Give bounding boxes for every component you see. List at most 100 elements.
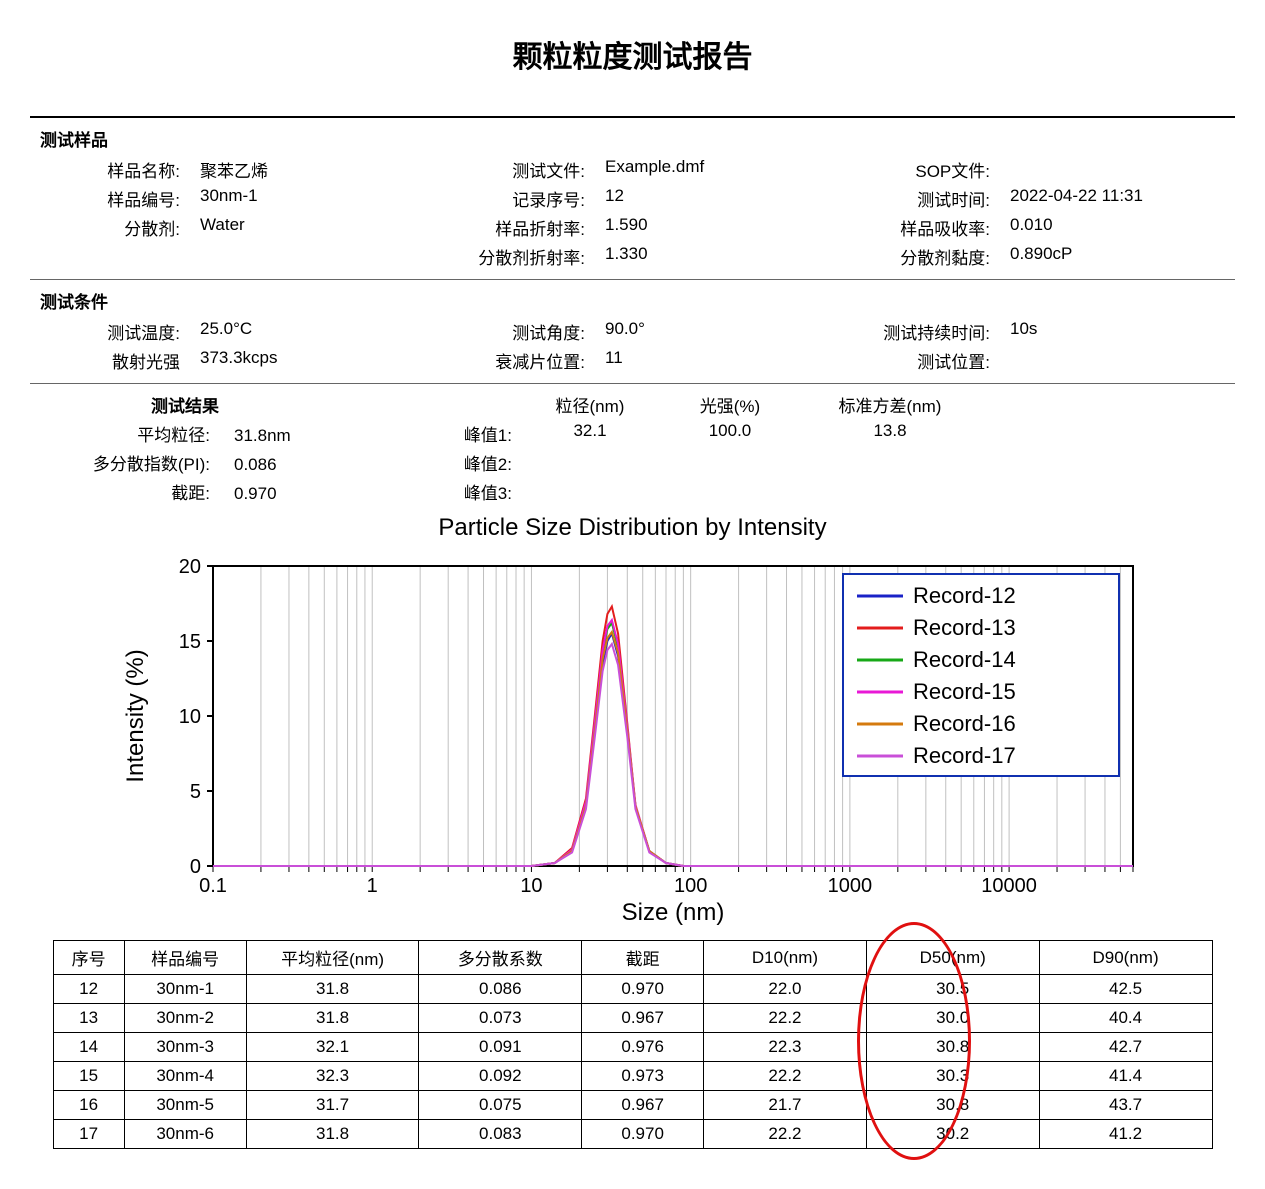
cell: 40.4 (1039, 1004, 1212, 1033)
col-header: 平均粒径(nm) (246, 941, 419, 975)
conditions-meta: 测试温度:25.0°C 测试角度:90.0° 测试持续时间:10s 散射光强37… (30, 317, 1235, 383)
val (1010, 157, 1235, 182)
results-row: 平均粒径:31.8nm 峰值1: 32.1 100.0 13.8 (30, 419, 1235, 448)
col-header: D10(nm) (704, 941, 867, 975)
val: 32.1 (520, 421, 660, 446)
svg-text:Record-15: Record-15 (913, 679, 1016, 704)
svg-text:100: 100 (673, 875, 706, 897)
chart: Particle Size Distribution by Intensity … (30, 514, 1235, 926)
col-header: 序号 (53, 941, 124, 975)
table-row: 1230nm-131.80.0860.97022.030.542.5 (53, 975, 1212, 1004)
col-header: 多分散系数 (419, 941, 582, 975)
svg-text:Record-17: Record-17 (913, 743, 1016, 768)
cell: 30.3 (866, 1062, 1039, 1091)
col-header: 样品编号 (124, 941, 246, 975)
val: 100.0 (660, 421, 800, 446)
cell: 42.7 (1039, 1033, 1212, 1062)
cell: 32.3 (246, 1062, 419, 1091)
section-results: 测试结果 (30, 392, 330, 417)
val: 25.0°C (200, 319, 425, 344)
svg-text:10: 10 (178, 706, 200, 728)
lbl: 测试文件: (435, 157, 605, 182)
val (1010, 348, 1235, 373)
svg-text:Record-13: Record-13 (913, 615, 1016, 640)
val: 10s (1010, 319, 1235, 344)
cell: 30nm-6 (124, 1120, 246, 1149)
val: Water (200, 215, 425, 240)
cell: 31.7 (246, 1091, 419, 1120)
cell: 13 (53, 1004, 124, 1033)
cell: 0.970 (582, 1120, 704, 1149)
lbl: 分散剂黏度: (840, 244, 1010, 269)
val: 0.970 (234, 484, 277, 503)
svg-text:15: 15 (178, 631, 200, 653)
cell: 0.083 (419, 1120, 582, 1149)
table-row: 1430nm-332.10.0910.97622.330.842.7 (53, 1033, 1212, 1062)
cell: 0.970 (582, 975, 704, 1004)
val: Example.dmf (605, 157, 830, 182)
cell: 30.2 (866, 1120, 1039, 1149)
svg-text:Record-12: Record-12 (913, 583, 1016, 608)
val (200, 244, 425, 269)
val: 11 (605, 348, 830, 373)
cell: 30.8 (866, 1033, 1039, 1062)
col: 标准方差(nm) (800, 392, 980, 417)
results-header: 测试结果 粒径(nm) 光强(%) 标准方差(nm) (30, 384, 1235, 419)
section-conditions: 测试条件 (30, 280, 1235, 317)
table-row: 1530nm-432.30.0920.97322.230.341.4 (53, 1062, 1212, 1091)
lbl: 样品吸收率: (840, 215, 1010, 240)
svg-text:20: 20 (178, 556, 200, 578)
cell: 0.092 (419, 1062, 582, 1091)
svg-text:5: 5 (189, 781, 200, 803)
svg-text:Record-14: Record-14 (913, 647, 1016, 672)
col-header: D90(nm) (1039, 941, 1212, 975)
svg-text:10000: 10000 (981, 875, 1037, 897)
report-title: 颗粒粒度测试报告 (30, 32, 1235, 76)
cell: 0.091 (419, 1033, 582, 1062)
cell: 0.973 (582, 1062, 704, 1091)
lbl: 分散剂: (30, 215, 200, 240)
lbl: 峰值2: (330, 450, 520, 475)
col-header: 截距 (582, 941, 704, 975)
cell: 0.967 (582, 1091, 704, 1120)
cell: 30.0 (866, 1004, 1039, 1033)
table-row: 1730nm-631.80.0830.97022.230.241.2 (53, 1120, 1212, 1149)
lbl: 散射光强 (30, 348, 200, 373)
cell: 31.8 (246, 1004, 419, 1033)
val: 1.330 (605, 244, 830, 269)
cell: 30nm-2 (124, 1004, 246, 1033)
table-wrap: 序号样品编号平均粒径(nm)多分散系数截距D10(nm)D50(nm)D90(n… (30, 940, 1235, 1149)
lbl: 测试温度: (30, 319, 200, 344)
cell: 22.2 (704, 1120, 867, 1149)
lbl: 测试位置: (840, 348, 1010, 373)
cell: 30.8 (866, 1091, 1039, 1120)
cell: 0.075 (419, 1091, 582, 1120)
val: 31.8nm (234, 426, 291, 445)
val: 30nm-1 (200, 186, 425, 211)
lbl: 样品折射率: (435, 215, 605, 240)
lbl: 截距: (30, 479, 234, 504)
cell: 22.2 (704, 1004, 867, 1033)
lbl: 平均粒径: (30, 421, 234, 446)
cell: 30nm-4 (124, 1062, 246, 1091)
cell: 0.967 (582, 1004, 704, 1033)
cell: 0.976 (582, 1033, 704, 1062)
cell: 31.8 (246, 975, 419, 1004)
cell: 0.073 (419, 1004, 582, 1033)
cell: 41.4 (1039, 1062, 1212, 1091)
val: 1.590 (605, 215, 830, 240)
cell: 16 (53, 1091, 124, 1120)
lbl: SOP文件: (840, 157, 1010, 182)
lbl: 峰值1: (330, 421, 520, 446)
cell: 43.7 (1039, 1091, 1212, 1120)
lbl: 测试持续时间: (840, 319, 1010, 344)
val: 0.890cP (1010, 244, 1235, 269)
chart-svg: 051015200.1110100100010000Size (nm)Inten… (103, 546, 1163, 926)
table-row: 1630nm-531.70.0750.96721.730.843.7 (53, 1091, 1212, 1120)
lbl: 峰值3: (330, 479, 520, 504)
cell: 12 (53, 975, 124, 1004)
cell: 30nm-1 (124, 975, 246, 1004)
col-header: D50(nm) (866, 941, 1039, 975)
lbl (30, 244, 200, 269)
val: 12 (605, 186, 830, 211)
